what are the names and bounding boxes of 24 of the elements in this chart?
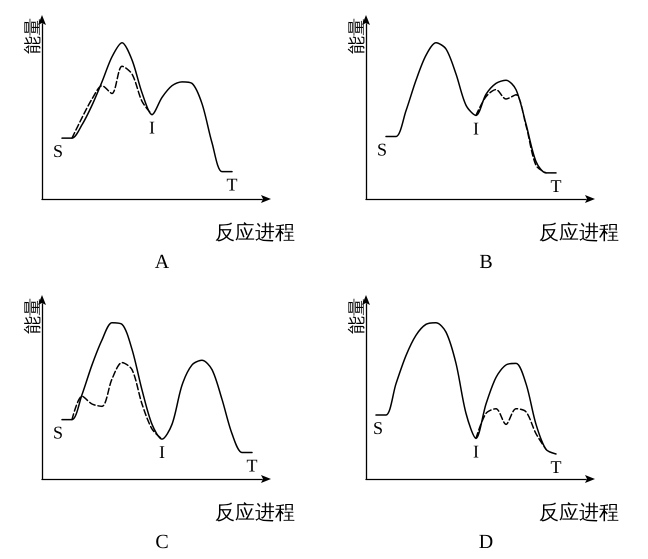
annotation: I (149, 118, 155, 138)
x-axis-title: 反应进程 (215, 500, 295, 524)
text: C (155, 531, 169, 553)
annotation: S (52, 422, 64, 443)
x-axis-title: 反应进程 (539, 220, 619, 244)
text: D (478, 531, 494, 553)
y-axis-title: 能量 (346, 18, 368, 54)
annotation: S (372, 418, 384, 438)
annotation: T (226, 174, 238, 195)
x-axis-title: 反应进程 (215, 220, 295, 244)
annotation: I (159, 442, 165, 462)
annotation: S (376, 140, 388, 160)
y-axis-title: 能量 (22, 18, 44, 54)
annotation: T (550, 176, 562, 196)
annotation: T (246, 455, 258, 476)
x-axis-title: 反应进程 (539, 500, 619, 524)
annotation: I (473, 118, 479, 138)
text: B (479, 251, 493, 273)
annotation: T (550, 457, 562, 477)
y-axis-title: 能量 (346, 298, 368, 334)
annotation: S (52, 141, 64, 162)
y-axis-title: 能量 (22, 298, 44, 334)
annotation: I (473, 441, 479, 462)
text: A (154, 251, 170, 273)
